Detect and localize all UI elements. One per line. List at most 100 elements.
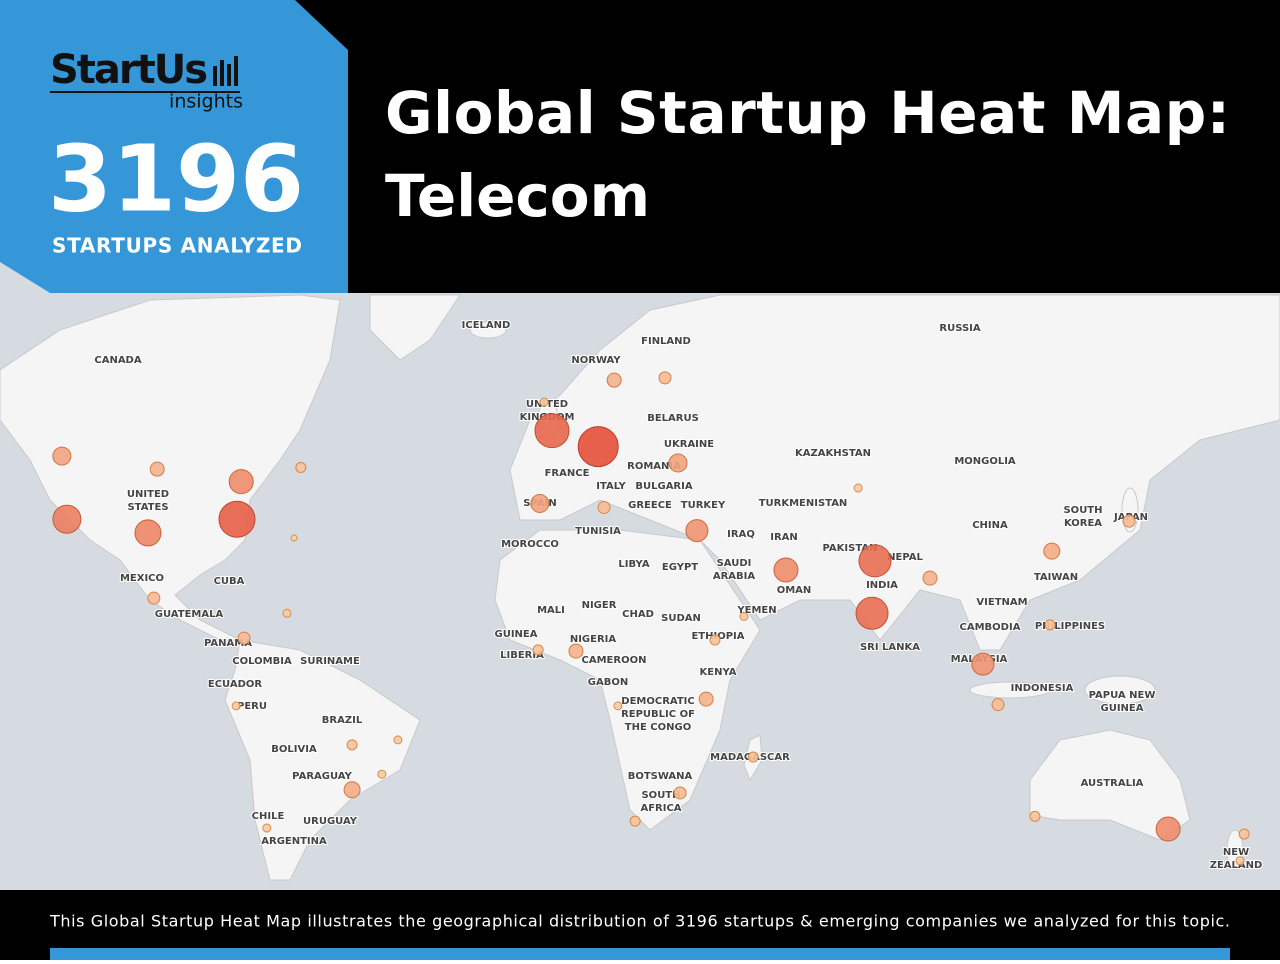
country-label: THE CONGO [625,722,691,733]
bubble [228,469,254,495]
country-label: PARAGUAY [292,771,352,782]
bubble [991,698,1005,712]
bubble [343,781,361,799]
country-label: STATES [127,502,168,513]
count-label: STARTUPS ANALYZED [52,234,302,258]
country-label: FRANCE [545,468,590,479]
bubble [532,644,544,656]
country-label: PERU [237,701,267,712]
country-label: SOUTH [641,790,680,801]
country-label: GUATEMALA [155,609,224,620]
country-label: UKRAINE [664,439,714,450]
bubble [1238,828,1250,840]
country-label: MALI [537,605,565,616]
bubble [606,372,622,388]
country-label: AUSTRALIA [1081,778,1144,789]
country-label: NIGERIA [570,634,617,645]
bubble [149,461,165,477]
bubble [52,504,82,534]
logo-icon [213,56,238,86]
bubble [709,634,721,646]
country-label: CANADA [94,355,141,366]
bubble [1155,816,1181,842]
bubble [290,534,298,542]
country-label: NIGER [582,600,617,611]
bubble [1043,542,1061,560]
country-label: BOTSWANA [628,771,693,782]
country-label: MONGOLIA [954,456,1016,467]
country-label: COLOMBIA [232,656,292,667]
country-label: GABON [588,677,628,688]
country-label: CHAD [622,609,654,620]
bubble [971,652,995,676]
bubble [668,453,688,473]
bubble [739,612,749,622]
country-label: IRAN [770,532,798,543]
bubble [597,500,611,514]
bubble [1235,856,1245,866]
bubble [673,786,687,800]
bubble [237,631,251,645]
bubble [147,591,161,605]
country-label: GUINEA [495,629,538,640]
country-label: NEPAL [887,552,923,563]
bubble [52,446,72,466]
title-line: Global Startup Heat Map: [385,79,1230,147]
country-label: FINLAND [641,336,691,347]
country-label: NEW [1223,847,1249,858]
bubble [393,735,403,745]
country-label: IRAQ [727,529,755,540]
bubble [218,500,256,538]
bubble [629,815,641,827]
country-label: ARABIA [713,571,756,582]
country-label: PAPUA NEW [1089,690,1156,701]
country-label: KAZAKHSTAN [795,448,871,459]
title-line: Telecom [385,162,650,230]
bubble [685,519,709,543]
bubble [262,823,272,833]
country-label: SURINAME [300,656,360,667]
bubble [747,751,759,763]
country-label: OMAN [777,585,812,596]
country-label: TURKMENISTAN [759,498,848,509]
country-label: GUINEA [1101,703,1144,714]
country-label: KENYA [700,667,737,678]
bubble [231,701,241,711]
badge [0,0,348,293]
country-label: VIETNAM [976,597,1027,608]
country-label: EGYPT [662,562,698,573]
bubble [853,483,863,493]
country-label: RUSSIA [939,323,980,334]
country-label: TAIWAN [1034,572,1078,583]
country-label: TUNISIA [575,526,621,537]
bubble [539,397,549,407]
country-label: GREECE [628,500,672,511]
land [0,294,1280,881]
bubble [534,413,570,449]
country-label: NORWAY [571,355,621,366]
country-label: BELARUS [647,413,699,424]
country-label: SRI LANKA [860,642,920,653]
country-labels: ICELANDFINLANDRUSSIACANADANORWAYUNITEDKI… [93,319,1263,872]
country-label: CAMBODIA [960,622,1021,633]
country-label: DEMOCRATIC [621,696,694,707]
logo-rule [50,91,240,93]
bubble [568,643,584,659]
country-label: SAUDI [717,558,752,569]
country-label: URUGUAY [303,816,358,827]
country-label: CAMEROON [582,655,647,666]
bubble [1122,514,1136,528]
bubble [922,570,938,586]
country-label: ROMANIA [627,461,681,472]
footer-caption: This Global Startup Heat Map illustrates… [49,912,1230,931]
country-label: MEXICO [120,573,164,584]
country-label: CHINA [972,520,1008,531]
bubble [295,461,307,473]
country-label: ZEALAND [1210,860,1263,871]
country-label: AFRICA [640,803,681,814]
footer-stripe [50,948,1230,960]
logo-sub: insights [169,91,243,113]
country-label: UNITED [127,489,169,500]
